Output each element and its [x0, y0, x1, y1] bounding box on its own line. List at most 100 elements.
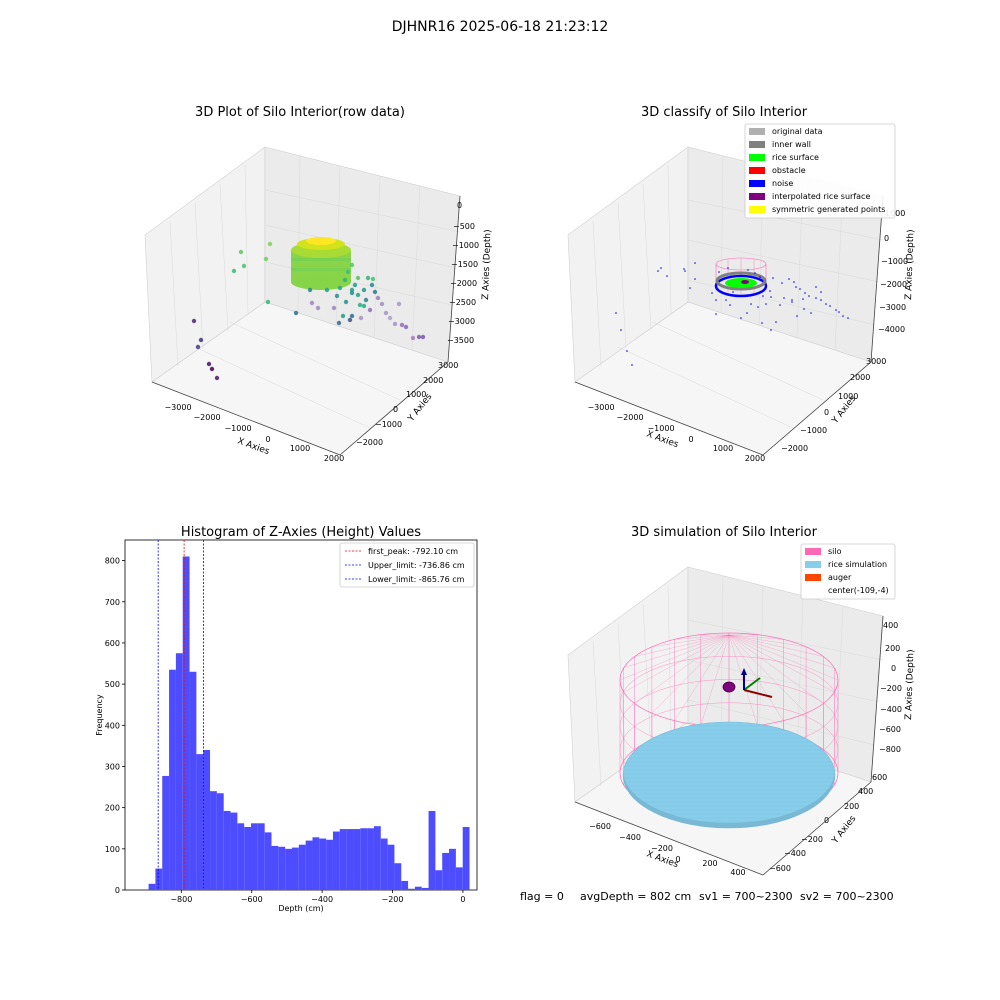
noise-point — [793, 281, 795, 283]
scatter-point — [337, 285, 343, 291]
panel4-z-tick: 400 — [883, 621, 898, 630]
histogram-bar — [312, 837, 320, 890]
panel1-z-tick: −3500 — [447, 336, 474, 345]
panel4-x-tick: −200 — [651, 844, 673, 853]
noise-point — [804, 292, 806, 294]
panel4-y-ticks: −600 −400 −200 0 200 400 600 — [769, 773, 887, 873]
panel1-y-tick: 1000 — [406, 390, 426, 399]
footer-status: flag = 0 avgDepth = 802 cm sv1 = 700~230… — [520, 890, 894, 903]
noise-point — [727, 267, 729, 269]
noise-point — [746, 312, 748, 314]
panel2-axes-box — [567, 146, 884, 456]
histogram-y-ticks: 0 100 200 300 400 500 600 700 800 — [105, 557, 125, 895]
histogram-y-tick-label: 100 — [105, 845, 120, 854]
scatter-point — [379, 301, 385, 307]
legend-label: noise — [772, 179, 793, 188]
panel2-noise-points — [615, 262, 849, 366]
histogram-bar — [169, 669, 176, 890]
panel2-x-tick: 0 — [688, 435, 693, 444]
panel4-x-tick: −400 — [619, 833, 641, 842]
panel1-axes-box — [144, 146, 461, 456]
histogram-bar — [421, 887, 429, 890]
histogram-bar — [189, 671, 197, 890]
panel2-x-tick: 1000 — [713, 444, 733, 453]
noise-point — [729, 304, 731, 306]
scatter-point — [263, 256, 269, 262]
scatter-point — [238, 249, 244, 255]
panel4-legend: silo rice simulation auger center(-109,-… — [800, 543, 896, 600]
panel2-title: 3D classify of Silo Interior — [641, 105, 808, 120]
scatter-point — [345, 269, 351, 275]
panel2-y-tick: 1000 — [838, 392, 858, 401]
scatter-point — [399, 322, 405, 328]
panel1-title: 3D Plot of Silo Interior(row data) — [195, 105, 405, 120]
panel4-z-tick: −400 — [880, 705, 902, 714]
legend-label: symmetric generated points — [772, 205, 885, 214]
histogram-bar — [203, 750, 211, 890]
noise-point — [835, 309, 837, 311]
noise-point — [761, 322, 763, 324]
legend-label: silo — [828, 547, 842, 556]
noise-point — [626, 350, 628, 352]
panel1-y-tick: 3000 — [438, 361, 458, 370]
noise-point — [820, 299, 822, 301]
panel1-z-tick: −2000 — [450, 279, 477, 288]
histogram-x-tick-label: −600 — [241, 895, 263, 904]
noise-point — [815, 297, 817, 299]
noise-point — [684, 270, 686, 272]
noise-point — [770, 329, 772, 331]
histogram-x-tick-label: −800 — [170, 895, 192, 904]
noise-point — [660, 267, 662, 269]
panel4-title: 3D simulation of Silo Interior — [631, 525, 818, 540]
panel1-silo-surface-points — [291, 237, 351, 290]
panel2-legend: original data inner wall rice surface ob… — [744, 123, 896, 219]
scatter-point — [309, 300, 315, 306]
noise-point — [718, 271, 720, 273]
histogram-bar — [223, 810, 231, 890]
panel4-x-tick: 0 — [675, 855, 680, 864]
scatter-point — [396, 301, 402, 307]
panel2-z-ticks: 1000 0 −1000 −2000 −3000 −4000 — [878, 209, 908, 334]
panel1-y-tick: 2000 — [423, 376, 443, 385]
noise-point — [791, 301, 793, 303]
noise-point — [715, 313, 717, 315]
noise-point — [770, 296, 772, 298]
scatter-point — [352, 282, 358, 288]
noise-point — [765, 303, 767, 305]
noise-point — [788, 278, 790, 280]
panel1-z-tick: 0 — [457, 201, 462, 210]
histogram-bar — [449, 848, 456, 890]
panel2-y-tick: −2000 — [781, 444, 808, 453]
noise-point — [838, 311, 840, 313]
noise-point — [631, 364, 633, 366]
scatter-point — [375, 295, 381, 301]
noise-point — [740, 317, 742, 319]
histogram-bar — [271, 845, 279, 890]
histogram-bar — [455, 867, 463, 890]
panel2-y-tick: 0 — [824, 408, 829, 417]
histogram-bar — [414, 886, 422, 890]
panel4-axes-box — [567, 566, 884, 876]
noise-point — [803, 308, 805, 310]
histogram-legend: first_peak: -792.10 cm Upper_limit: -736… — [339, 542, 475, 588]
panel1-x-tick: −2000 — [193, 413, 220, 422]
panel1-z-tick: −1000 — [452, 241, 479, 250]
panel1-x-tick: 1000 — [290, 444, 310, 453]
panel4-x-tick: 200 — [702, 859, 717, 868]
panel1-z-tick: −3000 — [448, 317, 475, 326]
noise-point — [615, 312, 617, 314]
histogram-bar — [326, 839, 333, 890]
scatter-point — [355, 292, 361, 298]
legend-label: rice surface — [772, 153, 819, 162]
legend-swatch-inner-wall — [749, 141, 765, 148]
noise-point — [799, 288, 801, 290]
scatter-point — [195, 344, 201, 350]
panel2-rice-surface — [725, 278, 757, 288]
panel2-x-tick: −2000 — [616, 413, 643, 422]
noise-point — [769, 290, 771, 292]
noise-point — [747, 269, 749, 271]
panel4-rice-grid — [623, 725, 835, 827]
scatter-point — [241, 263, 247, 269]
histogram-bar — [442, 852, 450, 890]
